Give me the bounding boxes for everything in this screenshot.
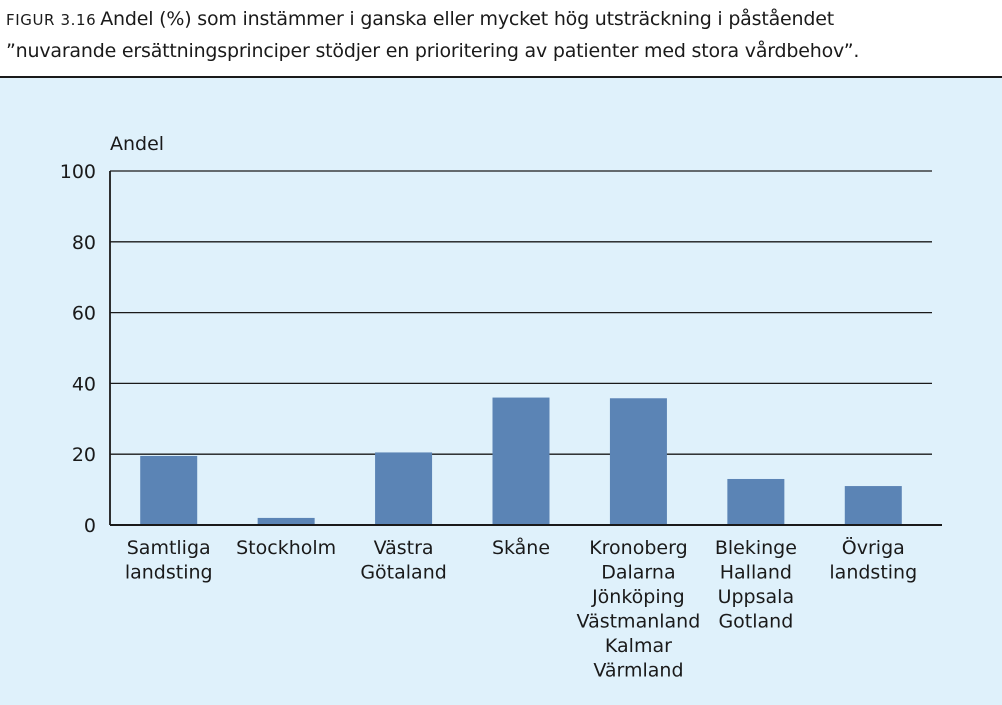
x-tick-label-line: Västmanland: [577, 611, 701, 633]
x-tick-label-line: landsting: [829, 562, 917, 584]
bar-4: [609, 398, 667, 525]
x-tick-label-line: Västra: [374, 537, 434, 559]
caption-line-2: ”nuvarande ersättningsprinciper stödjer …: [6, 40, 860, 62]
y-axis-label: Andel: [110, 133, 164, 155]
x-tick-label-line: Uppsala: [718, 586, 795, 608]
x-tick-label-line: Kalmar: [605, 635, 672, 657]
chart-panel: 0 20 40 60 80 100 Andel Samtliga landsting Stockh…: [0, 78, 1002, 705]
x-tick-label-line: Samtliga: [127, 537, 211, 559]
x-tick-label-5: Blekinge Halland Uppsala Gotland: [715, 537, 797, 633]
y-tick-label-20: 20: [72, 444, 96, 466]
bar-3: [492, 397, 550, 525]
caption-line-1: FIGUR 3.16 Andel (%) som instämmer i gans…: [6, 4, 996, 36]
x-tick-label-0: Samtliga landsting: [125, 537, 213, 584]
bar-0: [140, 455, 198, 525]
x-tick-label-4: Kronoberg Dalarna Jönköping Västmanland Kalm…: [577, 537, 701, 682]
x-tick-label-line: Gotland: [718, 611, 793, 633]
bar-2: [375, 452, 433, 525]
x-tick-label-line: Stockholm: [236, 537, 336, 559]
caption-divider: [0, 76, 1002, 78]
x-tick-label-6: Övriga landsting: [829, 536, 917, 584]
figure-number: FIGUR 3.16: [6, 11, 97, 29]
y-tick-label-0: 0: [84, 515, 96, 537]
y-tick-label-80: 80: [72, 232, 96, 254]
bar-chart: 0 20 40 60 80 100 Andel Samtliga landsting Stockh…: [60, 133, 942, 682]
x-tick-label-line: landsting: [125, 562, 213, 584]
x-tick-label-line: Kronoberg: [589, 537, 687, 559]
x-tick-label-line: Övriga: [842, 536, 905, 559]
x-tick-label-3: Skåne: [492, 536, 550, 559]
y-tick-label-60: 60: [72, 303, 96, 325]
bar-5: [727, 478, 785, 525]
x-tick-label-2: Västra Götaland: [360, 537, 446, 584]
bar-1: [257, 517, 315, 525]
caption-title-1: Andel (%) som instämmer i ganska eller m…: [100, 8, 834, 30]
x-tick-label-1: Stockholm: [236, 537, 336, 559]
x-tick-label-line: Blekinge: [715, 537, 797, 559]
bar-6: [844, 486, 902, 525]
x-tick-label-line: Värmland: [593, 660, 683, 682]
x-tick-label-line: Halland: [720, 562, 792, 584]
x-tick-label-line: Dalarna: [601, 562, 675, 584]
y-tick-label-40: 40: [72, 373, 96, 395]
x-tick-label-line: Skåne: [492, 536, 550, 559]
x-tick-label-line: Götaland: [360, 562, 446, 584]
figure-caption: FIGUR 3.16 Andel (%) som instämmer i gans…: [6, 4, 996, 67]
y-tick-label-100: 100: [60, 161, 96, 183]
x-tick-label-line: Jönköping: [591, 586, 685, 608]
